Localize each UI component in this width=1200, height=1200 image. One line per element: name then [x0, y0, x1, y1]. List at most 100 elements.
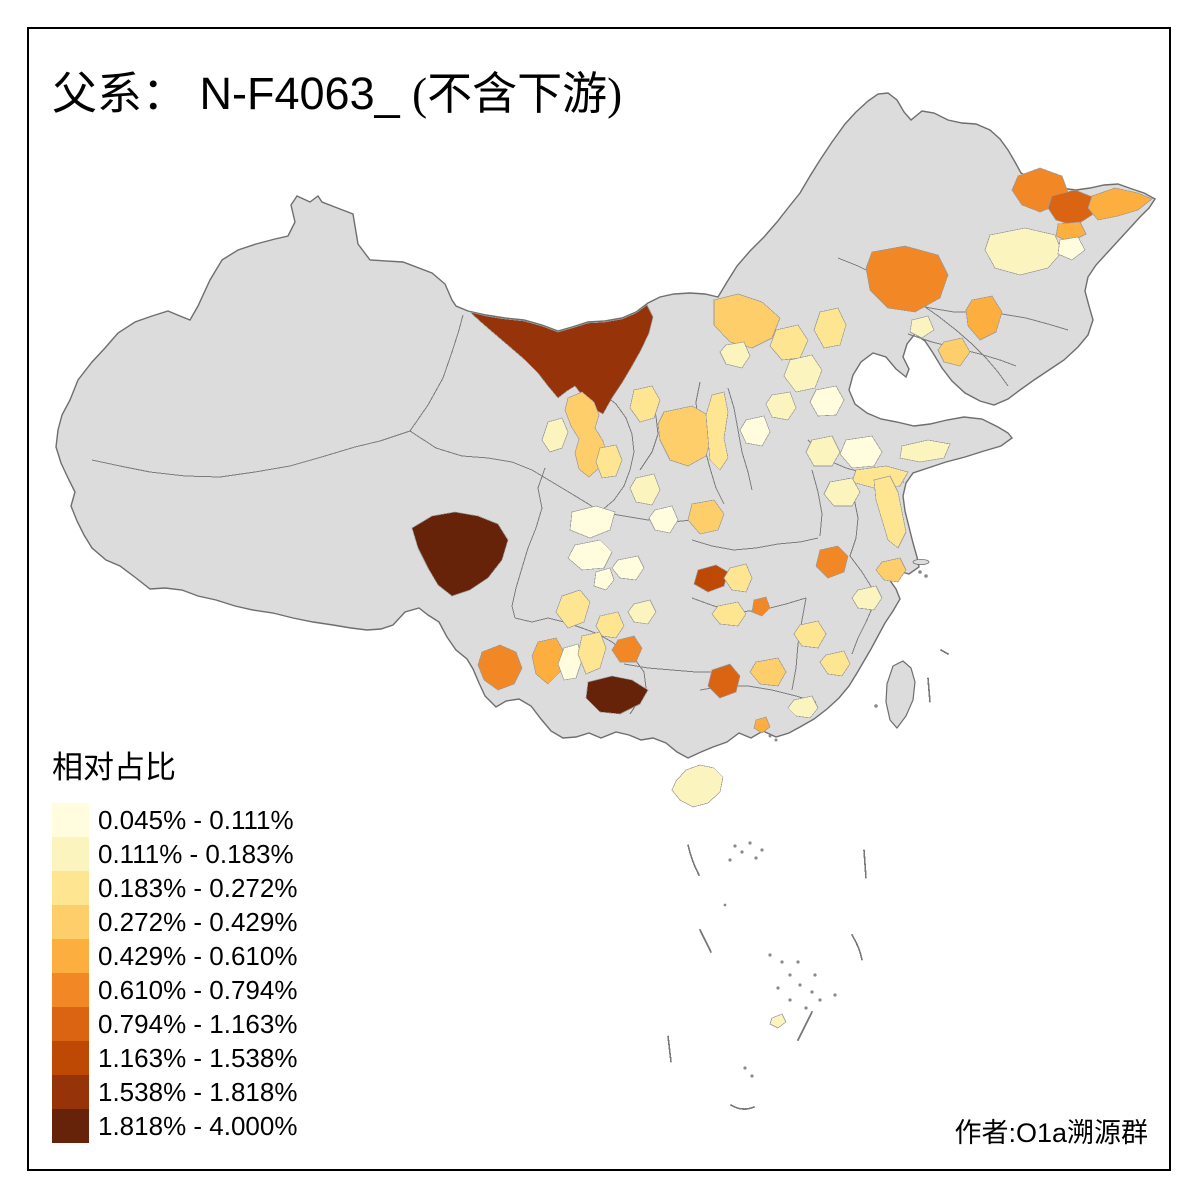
map-region	[657, 405, 713, 467]
map-region	[687, 499, 725, 535]
map-region	[805, 435, 841, 467]
legend-swatch	[52, 871, 89, 905]
map-region	[555, 589, 591, 629]
legend-label: 0.111% - 0.183%	[98, 838, 294, 869]
legend-row: 0.183% - 0.272%	[52, 871, 297, 905]
map-region	[567, 539, 613, 571]
map-region	[595, 611, 625, 639]
sea-boundary-dashes	[667, 649, 949, 1110]
map-region	[899, 439, 951, 463]
legend-row: 1.163% - 1.538%	[52, 1041, 297, 1075]
legend-rows: 0.045% - 0.111% 0.111% - 0.183% 0.183% - 0…	[52, 803, 297, 1143]
map-region	[711, 601, 747, 627]
map-region	[823, 477, 861, 507]
legend-row: 1.538% - 1.818%	[52, 1075, 297, 1109]
legend-swatch	[52, 1075, 89, 1109]
map-region	[787, 695, 819, 719]
map-region	[531, 637, 565, 685]
title-haplogroup: N-F4063_	[199, 68, 413, 119]
taiwan-island	[885, 660, 916, 729]
legend-swatch	[52, 1007, 89, 1041]
map-region	[909, 315, 935, 339]
map-region	[569, 505, 616, 539]
legend-label: 0.794% - 1.163%	[98, 1008, 298, 1039]
map-region	[851, 585, 883, 611]
title-suffix: (不含下游)	[412, 69, 623, 119]
map-region	[629, 473, 661, 506]
map-region	[648, 505, 679, 534]
map-region	[411, 511, 509, 597]
map-region	[793, 620, 827, 649]
map-region	[1047, 189, 1096, 227]
legend-swatch	[52, 973, 89, 1007]
map-region	[627, 599, 657, 625]
map-region	[809, 385, 845, 417]
map-region	[595, 444, 623, 479]
legend-swatch	[52, 905, 89, 939]
mainland-landmass	[55, 92, 1157, 759]
map-region	[965, 295, 1003, 341]
map-region	[783, 354, 823, 393]
legend-label: 0.045% - 0.111%	[98, 804, 294, 835]
title-prefix: 父系：	[52, 69, 188, 119]
map-region	[593, 567, 615, 591]
map-region	[723, 563, 753, 593]
map-legend: 相对占比 0.045% - 0.111% 0.111% - 0.183% 0.183…	[52, 742, 297, 1143]
map-region	[671, 764, 724, 808]
map-region	[1087, 187, 1153, 221]
legend-swatch	[52, 803, 89, 837]
map-region	[937, 337, 971, 367]
map-region	[611, 555, 645, 581]
map-region	[707, 663, 741, 699]
legend-label: 0.272% - 0.429%	[98, 906, 298, 937]
map-region	[541, 417, 569, 453]
legend-label: 0.610% - 0.794%	[98, 974, 298, 1005]
legend-label: 1.163% - 1.538%	[98, 1042, 298, 1073]
legend-row: 0.794% - 1.163%	[52, 1007, 297, 1041]
map-region	[875, 557, 907, 583]
map-region	[839, 435, 883, 469]
chongming-island	[912, 559, 930, 566]
map-region	[819, 650, 851, 677]
map-region	[557, 643, 583, 681]
attribution-text: 作者:O1a溯源群	[954, 1118, 1148, 1148]
map-region	[611, 635, 643, 663]
legend-row: 0.111% - 0.183%	[52, 837, 297, 871]
legend-label: 1.538% - 1.818%	[98, 1076, 298, 1107]
map-region	[739, 415, 771, 447]
legend-swatch	[52, 837, 89, 871]
legend-row: 0.272% - 0.429%	[52, 905, 297, 939]
page-title: 父系： N-F4063_ (不含下游)	[52, 68, 622, 120]
legend-swatch	[52, 1109, 89, 1143]
legend-row: 0.429% - 0.610%	[52, 939, 297, 973]
legend-label: 0.183% - 0.272%	[98, 872, 298, 903]
map-region	[705, 391, 729, 471]
map-region	[765, 391, 797, 421]
china-mainland-shape	[55, 92, 1157, 759]
map-region	[469, 304, 654, 415]
map-region	[813, 307, 847, 349]
map-region	[1057, 236, 1086, 261]
legend-row: 0.610% - 0.794%	[52, 973, 297, 1007]
map-region	[629, 385, 661, 423]
map-region	[769, 1013, 787, 1029]
map-region	[751, 596, 771, 617]
legend-title: 相对占比	[52, 750, 176, 785]
colored-prefectures	[411, 167, 1153, 1029]
map-region	[984, 227, 1063, 276]
legend-label: 0.429% - 0.610%	[98, 940, 298, 971]
map-region	[713, 293, 781, 349]
map-region	[753, 716, 771, 734]
map-region	[749, 657, 787, 687]
legend-row: 1.818% - 4.000%	[52, 1109, 297, 1143]
small-islands	[723, 570, 928, 1078]
legend-row: 0.045% - 0.111%	[52, 803, 297, 837]
map-region	[477, 644, 523, 691]
legend-swatch	[52, 1041, 89, 1075]
legend-swatch	[52, 939, 89, 973]
map-region	[585, 675, 649, 715]
map-region	[815, 545, 849, 579]
map-region	[865, 245, 949, 313]
